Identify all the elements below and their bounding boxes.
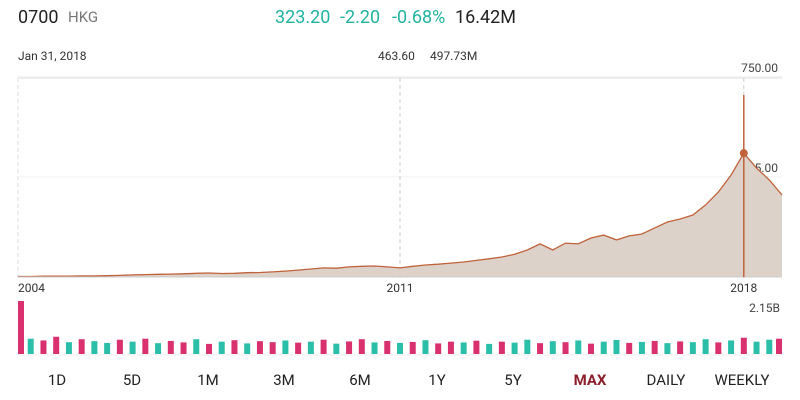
volume-bar <box>40 340 47 354</box>
volume-bar <box>728 340 735 354</box>
volume-bar <box>282 340 289 354</box>
volume-bar <box>384 340 391 354</box>
volume: 16.42M <box>455 7 516 28</box>
volume-tick-label: 2.15B <box>749 301 780 315</box>
volume-bar <box>776 338 782 354</box>
volume-bar <box>409 341 416 354</box>
exchange: HKG <box>68 8 98 26</box>
y-tick-label: 750.00 <box>741 61 778 75</box>
volume-bar <box>626 342 633 354</box>
x-tick-label: 2018 <box>730 281 757 295</box>
volume-bar <box>231 340 238 354</box>
tab[interactable]: 1Y <box>428 371 445 389</box>
volume-bar <box>575 340 582 354</box>
volume-bar <box>307 341 314 354</box>
volume-bar <box>715 342 722 354</box>
volume-bar <box>78 339 85 354</box>
volume-bar <box>218 341 225 354</box>
volume-bar <box>511 342 518 354</box>
volume-bar <box>486 343 493 354</box>
volume-bar <box>116 339 123 354</box>
volume-bar <box>295 342 302 354</box>
price-area <box>18 153 782 277</box>
change-pct: -0.68% <box>392 7 445 28</box>
volume-bar <box>435 343 442 354</box>
volume-bar <box>689 342 696 354</box>
crosshair-price: 463.60 <box>378 49 415 63</box>
volume-bar <box>91 341 98 354</box>
volume-bar <box>549 341 556 354</box>
volume-bar <box>677 341 684 354</box>
tab[interactable]: WEEKLY <box>714 371 769 389</box>
tab[interactable]: 5D <box>123 371 141 389</box>
volume-bar <box>447 341 454 354</box>
volume-bar <box>766 339 773 354</box>
tab[interactable]: 5Y <box>504 371 521 389</box>
tab[interactable]: DAILY <box>647 371 686 389</box>
volume-bar <box>256 341 263 354</box>
volume-bar <box>142 338 149 354</box>
volume-bar <box>588 343 594 354</box>
crosshair-dot <box>739 149 748 158</box>
change: -2.20 <box>340 7 380 28</box>
tab-bar: 1D 5D 1M 3M 6M 1Y 5Y MAX DAILY WEEKLY <box>48 371 770 389</box>
volume-bar <box>600 341 607 354</box>
volume-bar <box>206 343 212 354</box>
tab[interactable]: 3M <box>273 371 295 389</box>
volume-bar <box>104 342 111 354</box>
volume-bar <box>460 342 467 354</box>
volume-bar <box>422 340 429 354</box>
volume-bar <box>498 341 505 354</box>
volume-bar <box>664 343 671 354</box>
volume-bar <box>524 339 531 354</box>
x-tick-label: 2004 <box>18 281 45 295</box>
volume-bar <box>346 341 353 354</box>
tab[interactable]: 1M <box>197 371 219 389</box>
volume-bar <box>753 341 760 354</box>
volume-bar <box>180 342 187 354</box>
tab[interactable]: MAX <box>574 371 607 389</box>
volume-bar <box>371 342 378 354</box>
symbol: 0700 <box>18 7 58 28</box>
volume-bar <box>27 338 34 354</box>
volume-bar <box>702 339 709 354</box>
volume-bar <box>613 339 620 354</box>
price: 323.20 <box>275 7 330 28</box>
volume-bar <box>397 342 403 354</box>
volume-bar <box>740 337 747 354</box>
volume-bar <box>333 343 340 354</box>
volume-bar <box>651 340 658 354</box>
volume-bar <box>167 340 174 354</box>
volume-bar <box>562 342 569 354</box>
x-tick-label: 2011 <box>387 281 414 295</box>
volume-bar <box>638 341 645 354</box>
crosshair-volume: 497.73M <box>430 49 477 63</box>
price-line <box>18 152 783 278</box>
volume-bar <box>537 343 544 354</box>
volume-bar <box>473 340 480 354</box>
tab[interactable]: 6M <box>349 371 371 389</box>
volume-bar <box>155 343 162 354</box>
volume-bar <box>53 336 60 354</box>
volume-bar <box>244 343 251 354</box>
volume-bar <box>320 339 327 354</box>
volume-bar <box>129 341 136 354</box>
volume-bar <box>269 342 276 354</box>
volume-bar <box>18 301 24 354</box>
volume-bar <box>65 342 72 354</box>
volume-bar <box>358 339 365 354</box>
tab[interactable]: 1D <box>48 371 66 389</box>
volume-bar <box>193 339 200 354</box>
crosshair-date: Jan 31, 2018 <box>18 49 87 63</box>
